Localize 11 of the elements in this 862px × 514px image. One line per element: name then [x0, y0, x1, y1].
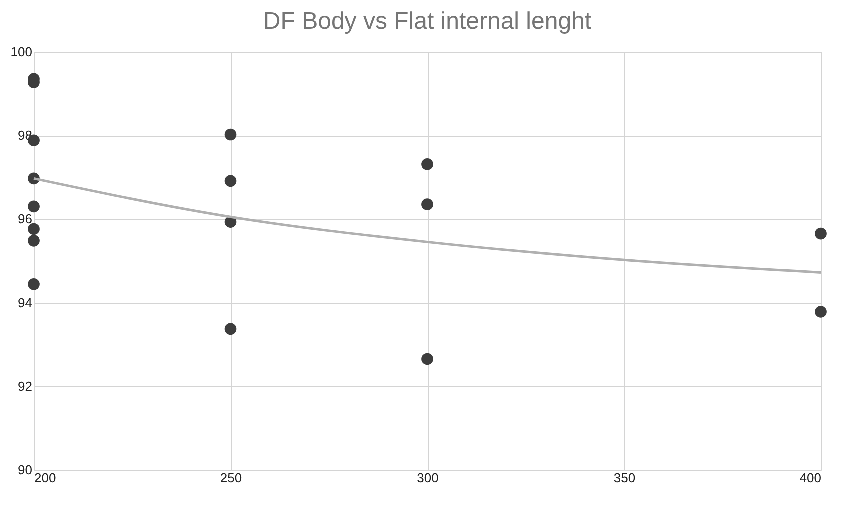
y-tick-label: 100 [10, 44, 32, 60]
y-tick-label: 96 [18, 212, 32, 227]
x-tick-label: 200 [34, 470, 56, 486]
chart-title: DF Body vs Flat internal lenght [263, 8, 592, 35]
y-tick-label: 90 [18, 462, 32, 478]
y-tick-label: 92 [18, 378, 32, 394]
x-tick-label: 300 [417, 470, 439, 486]
x-tick-label: 250 [220, 470, 242, 486]
x-tick-label: 400 [800, 470, 822, 486]
x-tick-label: 350 [614, 470, 636, 486]
y-tick-label: 94 [18, 295, 32, 310]
